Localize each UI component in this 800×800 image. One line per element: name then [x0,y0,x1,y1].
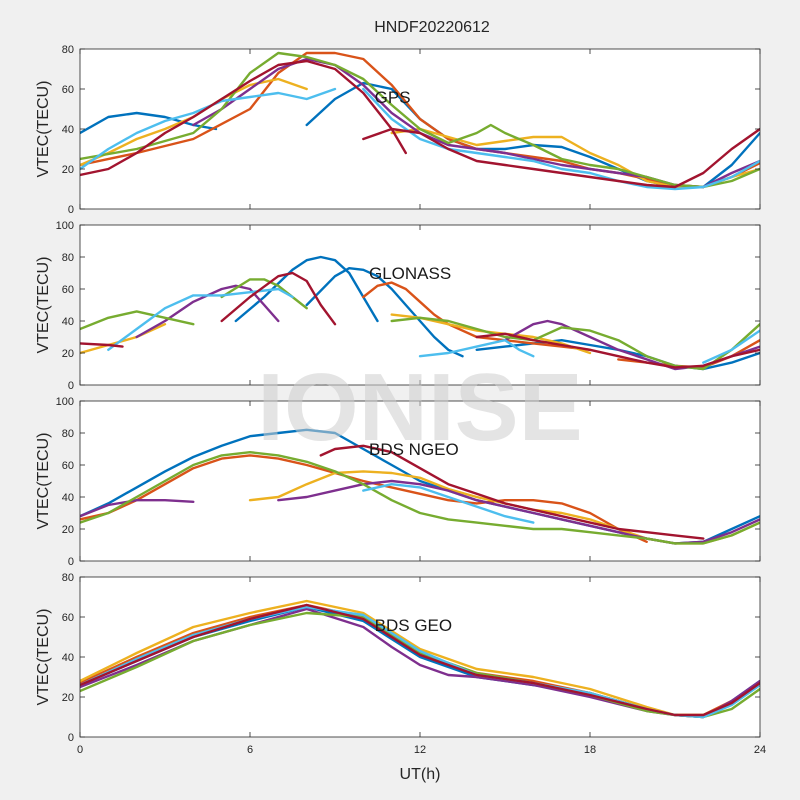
x-tick-label: 12 [414,744,426,756]
y-tick-label: 20 [62,692,74,704]
series-line-12 [390,316,760,371]
y-tick-label: 60 [62,84,74,96]
y-tick-label: 0 [68,380,74,392]
y-axis-label: VTEC(TECU) [35,433,52,530]
series-group [80,599,760,719]
y-tick-label: 80 [62,428,74,440]
x-tick-label: 24 [754,744,766,756]
y-tick-label: 60 [62,460,74,472]
series-line-2 [80,454,648,543]
system-annotation: GLONASS [369,264,451,283]
series-line-1 [80,111,218,135]
y-tick-label: 20 [62,348,74,360]
y-axis-label: VTEC(TECU) [35,257,52,354]
series-line-1 [234,255,379,323]
series-line-15 [702,329,760,364]
y-tick-label: 80 [62,252,74,264]
x-axis-label: UT(h) [400,766,441,783]
system-annotation: GPS [375,88,411,107]
series-line-6 [80,451,760,545]
series-line-11 [362,127,760,189]
y-tick-label: 100 [56,396,74,408]
series-group [80,255,760,371]
y-tick-label: 20 [62,524,74,536]
y-tick-label: 20 [62,164,74,176]
series-line-7 [362,483,535,524]
y-tick-label: 0 [68,556,74,568]
series-line-18 [475,332,760,369]
y-tick-label: 40 [62,652,74,664]
series-line-10 [80,59,407,177]
series-line-17 [220,271,337,326]
series-line-5 [80,499,195,518]
y-axis-label: VTEC(TECU) [35,609,52,706]
y-tick-label: 60 [62,284,74,296]
panel-2: 0 20 40 60 80 100 VTEC(TECU) GLONASS [35,220,761,392]
panel-4: 0 6 12 18 24 0 20 40 60 80 VTEC(TECU) BDS GEO UT(h) [35,572,766,783]
x-tick-label: 6 [247,744,253,756]
panel-3: 0 20 40 60 80 100 VTEC(TECU) BDS NGEO [35,396,761,568]
series-line-10 [80,310,195,331]
series-line-8 [319,444,705,540]
series-line-2 [305,267,464,358]
series-line-7 [80,603,760,717]
y-tick-label: 100 [56,220,74,232]
series-line-7 [80,51,760,189]
series-group [80,428,760,545]
y-tick-label: 0 [68,204,74,216]
system-annotation: BDS NGEO [369,440,459,459]
series-group [80,51,760,191]
series-line-9 [362,87,760,191]
y-tick-label: 40 [62,124,74,136]
y-tick-label: 40 [62,492,74,504]
y-tick-label: 60 [62,612,74,624]
system-annotation: BDS GEO [375,616,452,635]
series-line-16 [80,342,124,348]
y-tick-label: 40 [62,316,74,328]
y-tick-label: 80 [62,572,74,584]
y-tick-label: 80 [62,44,74,56]
x-tick-label: 0 [77,744,83,756]
y-axis-label: VTEC(TECU) [35,81,52,178]
x-tick-label: 18 [584,744,596,756]
series-line-6 [80,323,167,355]
figure-title: HNDF20220612 [374,19,490,36]
series-line-13 [107,287,294,351]
series-line-14 [418,339,535,358]
panel-1: 0 20 40 60 80 VTEC(TECU) GPS [35,44,761,216]
watermark: IONISE [257,354,582,461]
y-tick-label: 0 [68,732,74,744]
